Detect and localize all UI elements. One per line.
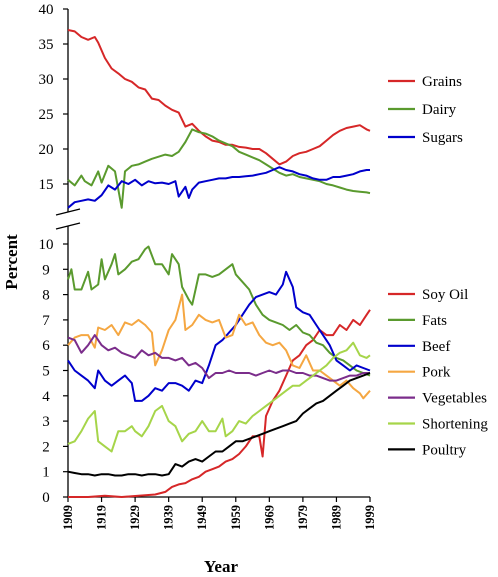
x-tick-label: 1959 (229, 505, 243, 530)
legend-label-fats: Fats (422, 313, 447, 329)
upper-y-tick-label: 15 (39, 177, 54, 193)
series-line-fats (67, 245, 371, 377)
lower-y-tick-label: 3 (42, 414, 50, 430)
legend-label-pork: Pork (422, 365, 451, 381)
series-line-pork (67, 293, 371, 400)
legend-label-sugars: Sugars (422, 130, 463, 146)
lower-y-tick-label: 5 (42, 364, 50, 380)
x-tick-label: 1979 (296, 505, 310, 530)
upper-y-tick-label: 30 (39, 72, 54, 88)
x-axis-title: Year (204, 557, 238, 576)
x-tick-label: 1939 (162, 505, 176, 530)
upper-legend: Grains Dairy Sugars (388, 74, 463, 146)
legend-label-dairy: Dairy (422, 102, 457, 118)
lower-y-tick-label: 10 (39, 237, 54, 253)
lower-y-ticks: 0 1 2 3 4 5 6 7 8 9 10 (39, 237, 68, 506)
lower-y-tick-label: 7 (42, 313, 50, 329)
lower-y-tick-label: 6 (42, 338, 50, 354)
axis-break-mark (55, 208, 81, 230)
x-tick-label: 1969 (262, 505, 276, 530)
series-line-dairy (67, 128, 371, 209)
lower-y-tick-label: 1 (42, 465, 50, 481)
x-tick-label: 1909 (61, 505, 75, 530)
upper-y-tick-label: 35 (39, 37, 54, 53)
upper-y-ticks: 15 20 25 30 35 40 (39, 2, 68, 193)
upper-y-tick-label: 40 (39, 2, 54, 18)
series-line-poultry (67, 372, 371, 477)
lower-y-tick-label: 2 (42, 439, 50, 455)
legend-label-vegetables: Vegetables (422, 391, 487, 407)
upper-y-tick-label: 25 (39, 107, 54, 123)
lower-y-tick-label: 4 (42, 389, 50, 405)
x-axis-ticks: 1909 1919 1929 1939 1949 1959 1969 1979 1989 1999 (61, 497, 377, 530)
legend-label-shortening: Shortening (422, 417, 488, 433)
y-axis-title: Percent (2, 234, 21, 290)
x-tick-label: 1949 (195, 505, 209, 530)
upper-panel-series (67, 29, 371, 209)
x-tick-label: 1989 (329, 505, 343, 530)
x-tick-label: 1919 (95, 505, 109, 530)
lower-y-tick-label: 9 (42, 262, 50, 278)
x-tick-label: 1999 (363, 505, 377, 530)
series-line-grains (67, 29, 371, 166)
series-line-soy-oil (68, 309, 371, 498)
lower-y-tick-label: 8 (42, 288, 50, 304)
lower-panel-series (67, 245, 371, 498)
legend-label-poultry: Poultry (422, 442, 467, 458)
lower-y-tick-label: 0 (42, 490, 50, 506)
legend-label-grains: Grains (422, 74, 462, 90)
legend-label-beef: Beef (422, 339, 450, 355)
lower-legend: Soy Oil Fats Beef Pork Vegetables Shortening P… (388, 287, 488, 458)
series-line-sugars (67, 166, 370, 209)
upper-y-tick-label: 20 (39, 142, 54, 158)
x-tick-label: 1929 (128, 505, 142, 530)
legend-label-soy-oil: Soy Oil (422, 287, 468, 303)
series-line-beef (67, 270, 371, 402)
series-line-shortening (67, 341, 371, 453)
series-line-vegetables (67, 334, 370, 382)
